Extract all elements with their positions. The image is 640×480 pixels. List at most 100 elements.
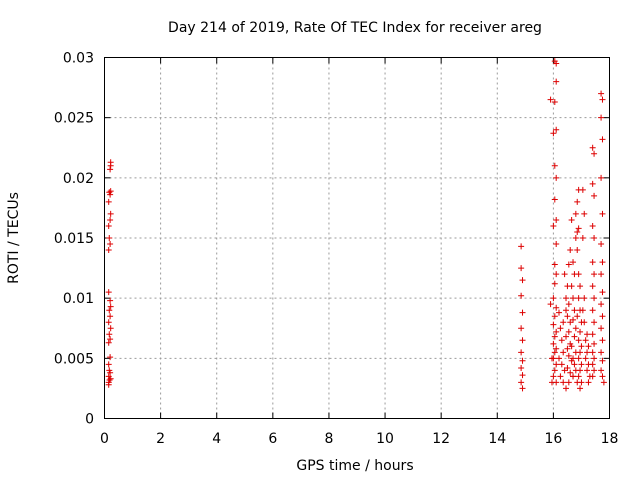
data-point	[589, 307, 596, 314]
data-point	[579, 235, 586, 241]
x-tick-label: 6	[268, 431, 277, 447]
data-point	[598, 367, 605, 374]
data-point	[563, 307, 570, 314]
data-point	[589, 259, 596, 266]
data-point	[589, 283, 596, 290]
data-point	[577, 385, 584, 392]
y-tick-label: 0.03	[63, 51, 94, 67]
data-points	[105, 58, 607, 392]
data-point	[551, 196, 558, 203]
data-point	[574, 228, 581, 235]
data-point	[553, 241, 560, 248]
data-point	[582, 337, 589, 344]
data-point	[598, 271, 605, 278]
data-point	[107, 210, 114, 217]
data-point	[107, 303, 114, 310]
data-point	[598, 174, 605, 181]
data-point	[553, 361, 560, 368]
data-point	[519, 309, 526, 316]
data-point	[519, 357, 526, 364]
data-point	[589, 144, 596, 151]
data-point	[589, 331, 596, 338]
data-point	[558, 361, 565, 368]
data-point	[571, 361, 578, 368]
data-point	[568, 343, 575, 350]
data-point	[105, 222, 112, 229]
data-point	[550, 321, 557, 328]
data-point	[572, 235, 579, 241]
data-point	[570, 316, 577, 323]
data-point	[578, 343, 585, 350]
data-point	[518, 349, 525, 356]
data-point	[558, 337, 565, 344]
data-point	[565, 379, 572, 386]
data-point	[106, 307, 113, 314]
data-point	[598, 114, 605, 121]
data-point	[564, 313, 571, 320]
data-point	[591, 271, 598, 278]
data-point	[581, 319, 588, 326]
data-point	[551, 162, 558, 169]
x-tick-label: 4	[212, 431, 221, 447]
data-point	[547, 96, 554, 103]
data-point	[581, 295, 588, 302]
data-point	[591, 235, 598, 241]
data-point	[564, 345, 571, 352]
data-point	[518, 265, 525, 272]
data-point	[563, 333, 570, 340]
data-point	[106, 331, 113, 338]
data-point	[567, 369, 574, 376]
y-tick-label: 0.005	[54, 351, 94, 367]
data-point	[599, 289, 606, 296]
data-point	[575, 225, 582, 232]
data-point	[107, 325, 114, 332]
data-point	[574, 198, 581, 205]
data-point	[572, 210, 579, 217]
data-point	[600, 379, 607, 386]
data-point	[550, 373, 557, 380]
data-point	[570, 355, 577, 362]
data-point	[570, 259, 577, 266]
data-point	[585, 379, 592, 386]
data-point	[577, 283, 584, 290]
data-point	[584, 349, 591, 356]
data-point	[547, 301, 554, 308]
data-point	[106, 367, 113, 374]
data-point	[551, 333, 558, 340]
data-point	[106, 189, 113, 196]
data-point	[107, 241, 114, 248]
data-point	[598, 301, 605, 308]
data-point	[570, 295, 577, 302]
data-point	[105, 361, 112, 368]
data-point	[571, 333, 578, 340]
data-point	[574, 313, 581, 320]
data-point	[550, 222, 557, 229]
data-point	[591, 319, 598, 326]
y-tick-label: 0.02	[63, 171, 94, 187]
data-point	[591, 355, 598, 362]
data-point	[565, 328, 572, 335]
x-tick-label: 14	[488, 431, 506, 447]
data-point	[575, 337, 582, 344]
data-point	[571, 307, 578, 314]
data-point	[550, 130, 557, 137]
data-point	[107, 336, 114, 343]
data-point	[107, 216, 114, 223]
data-point	[563, 385, 570, 392]
data-point	[561, 271, 568, 278]
data-point	[571, 271, 578, 278]
data-point	[582, 355, 589, 362]
data-point	[570, 373, 577, 380]
data-point	[553, 174, 560, 181]
data-point	[557, 325, 564, 332]
data-point	[598, 325, 605, 332]
data-point	[518, 379, 525, 386]
data-point	[105, 198, 112, 205]
data-point	[553, 304, 560, 311]
data-point	[519, 385, 526, 392]
data-point	[556, 355, 562, 362]
data-point	[551, 280, 558, 287]
data-point	[551, 349, 558, 356]
x-tick-label: 2	[156, 431, 165, 447]
data-point	[589, 373, 596, 380]
